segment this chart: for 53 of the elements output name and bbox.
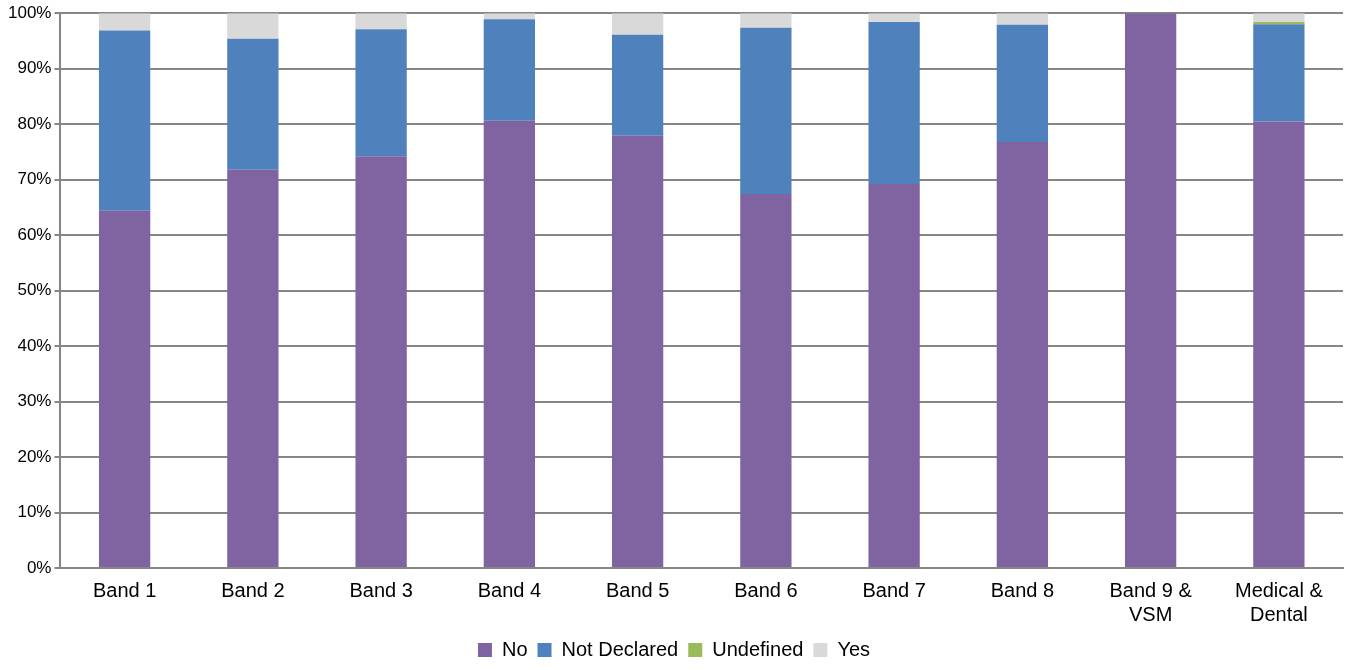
bar: [740, 27, 792, 195]
bar: [868, 184, 920, 567]
bar: [355, 156, 407, 567]
bar: [483, 19, 536, 121]
bar: [740, 13, 792, 28]
x-tick-label: Band 9 & VSM: [1109, 578, 1193, 625]
bar: [1253, 13, 1305, 23]
legend-label: Not Declared: [561, 637, 679, 660]
x-tick-label: Band 5: [605, 578, 670, 601]
y-tick-label: 60%: [17, 224, 52, 244]
bar: [740, 194, 792, 567]
x-tick-label: Band 4: [477, 578, 542, 601]
x-tick-label: Band 2: [221, 578, 285, 601]
y-tick-label: 40%: [17, 335, 52, 355]
bar: [98, 30, 151, 211]
x-tick-label: Band 3: [349, 578, 413, 601]
y-tick-label: 0%: [26, 557, 52, 577]
bar: [98, 13, 151, 31]
x-tick-label: Band 8: [990, 578, 1055, 601]
bar: [483, 120, 536, 567]
y-tick-label: 90%: [17, 58, 52, 78]
bar: [611, 34, 664, 136]
x-tick-label: Band 6: [734, 578, 798, 601]
y-tick-label: 30%: [17, 391, 52, 411]
bar: [1253, 121, 1305, 567]
bar: [227, 13, 279, 39]
bar: [611, 135, 664, 567]
bar: [98, 210, 151, 567]
bar: [868, 13, 920, 23]
bar: [227, 38, 279, 170]
bar: [355, 29, 407, 157]
y-tick-label: 100%: [8, 2, 52, 22]
bar: [996, 24, 1049, 142]
y-tick-label: 70%: [17, 169, 52, 189]
y-tick-label: 10%: [17, 502, 52, 522]
bar: [611, 13, 664, 35]
x-tick-label: Band 1: [92, 578, 157, 601]
bar: [1253, 24, 1305, 122]
bar: [227, 169, 279, 567]
legend-label: Yes: [837, 637, 871, 660]
bar: [355, 13, 407, 30]
legend-label: Undefined: [712, 637, 804, 660]
x-tick-label: Band 7: [862, 578, 926, 601]
y-tick-label: 20%: [17, 446, 52, 466]
legend-label: No: [501, 637, 528, 660]
bar: [868, 22, 920, 185]
x-tick-label: Medical & Dental: [1234, 578, 1324, 625]
bar: [1253, 22, 1305, 25]
bar: [996, 13, 1049, 25]
y-tick-label: 50%: [17, 280, 52, 300]
bar: [1124, 13, 1177, 567]
bar: [996, 141, 1049, 567]
y-tick-label: 80%: [17, 113, 52, 133]
